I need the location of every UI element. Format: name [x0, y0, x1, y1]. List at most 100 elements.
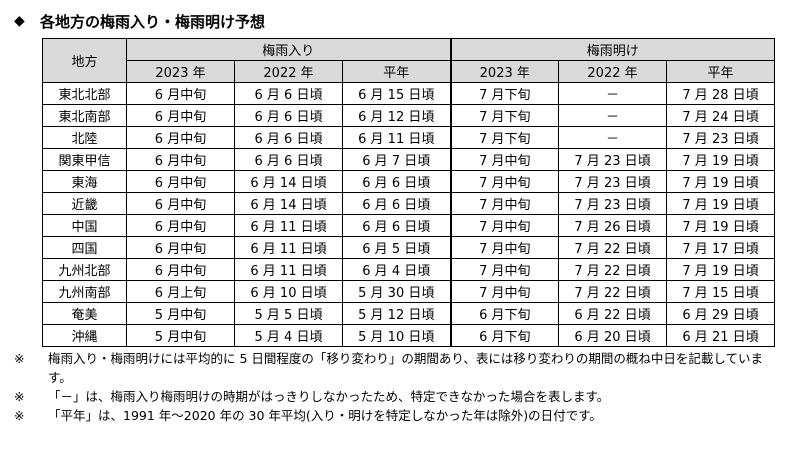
- date-cell: 5 月 12 日頃: [341, 302, 452, 325]
- sub-header: 2023 年: [126, 60, 235, 83]
- date-cell: 6 月 14 日頃: [234, 192, 343, 215]
- date-cell: 6 月 6 日頃: [234, 126, 343, 149]
- sub-header: 2022 年: [234, 60, 343, 83]
- region-cell: 東北南部: [42, 104, 127, 127]
- date-cell: 6 月 6 日頃: [341, 192, 452, 215]
- date-cell: 7 月 17 日頃: [666, 236, 776, 259]
- footnote-text: 梅雨入り・梅雨明けには平均的に 5 日間程度の「移り変わり」の期間あり、表には移…: [48, 351, 764, 385]
- footnote: ※ 「－」は、梅雨入り梅雨明けの時期がはっきりしなかったため、特定できなかった場…: [14, 387, 784, 406]
- footnote: ※ 「平年」は、1991 年～2020 年の 30 年平均(入り・明けを特定しな…: [14, 406, 784, 425]
- date-cell: 6 月 6 日頃: [234, 104, 343, 127]
- table-row: 中国 6 月中旬 6 月 11 日頃 6 月 6 日頃 7 月中旬 7 月 26 日頃 7 …: [42, 214, 776, 237]
- date-cell: 6 月 14 日頃: [234, 170, 343, 193]
- date-cell: 7 月中旬: [449, 148, 560, 171]
- table-row: 沖縄 5 月中旬 5 月 4 日頃 5 月 10 日頃 6 月下旬 6 月 20 日頃 6 …: [42, 324, 776, 347]
- date-cell: 7 月 19 日頃: [666, 192, 776, 215]
- date-cell: 6 月上旬: [126, 280, 235, 303]
- region-cell: 九州南部: [42, 280, 127, 303]
- table-row: 近畿 6 月中旬 6 月 14 日頃 6 月 6 日頃 7 月中旬 7 月 23 日頃 7 …: [42, 192, 776, 215]
- date-cell: －: [558, 104, 668, 127]
- date-cell: 6 月 6 日頃: [341, 214, 452, 237]
- date-cell: 6 月 11 日頃: [341, 126, 452, 149]
- date-cell: 7 月 23 日頃: [558, 170, 668, 193]
- date-cell: 5 月 10 日頃: [341, 324, 452, 347]
- sub-header: 平年: [666, 60, 776, 83]
- date-cell: 7 月 15 日頃: [666, 280, 776, 303]
- date-cell: 7 月 19 日頃: [666, 170, 776, 193]
- date-cell: 7 月中旬: [449, 236, 560, 259]
- date-cell: 6 月 22 日頃: [558, 302, 668, 325]
- date-cell: 7 月 23 日頃: [558, 192, 668, 215]
- table-row: 東海 6 月中旬 6 月 14 日頃 6 月 6 日頃 7 月中旬 7 月 23 日頃 7 …: [42, 170, 776, 193]
- date-cell: 7 月 26 日頃: [558, 214, 668, 237]
- date-cell: 6 月中旬: [126, 170, 235, 193]
- date-cell: 7 月 22 日頃: [558, 258, 668, 281]
- region-cell: 近畿: [42, 192, 127, 215]
- region-cell: 四国: [42, 236, 127, 259]
- date-cell: －: [558, 126, 668, 149]
- date-cell: 6 月 29 日頃: [666, 302, 776, 325]
- date-cell: 5 月中旬: [126, 324, 235, 347]
- footnote-mark: ※: [14, 351, 25, 366]
- date-cell: 5 月 30 日頃: [341, 280, 452, 303]
- date-cell: 7 月中旬: [449, 192, 560, 215]
- date-cell: 6 月中旬: [126, 258, 235, 281]
- date-cell: 6 月 15 日頃: [341, 82, 452, 105]
- date-cell: 7 月中旬: [449, 170, 560, 193]
- date-cell: 6 月中旬: [126, 82, 235, 105]
- date-cell: 6 月 6 日頃: [234, 148, 343, 171]
- region-cell: 東北北部: [42, 82, 127, 105]
- date-cell: 7 月下旬: [449, 126, 560, 149]
- date-cell: 7 月中旬: [449, 280, 560, 303]
- date-cell: 7 月 22 日頃: [558, 236, 668, 259]
- date-cell: 5 月 4 日頃: [234, 324, 343, 347]
- date-cell: 6 月 7 日頃: [341, 148, 452, 171]
- page-title-row: ◆ 各地方の梅雨入り・梅雨明け予想: [14, 10, 265, 32]
- date-cell: 6 月 12 日頃: [341, 104, 452, 127]
- region-cell: 奄美: [42, 302, 127, 325]
- table-row: 東北北部 6 月中旬 6 月 6 日頃 6 月 15 日頃 7 月下旬－ 7 月 28 日…: [42, 82, 776, 105]
- page-title: 各地方の梅雨入り・梅雨明け予想: [40, 12, 266, 31]
- date-cell: 7 月 23 日頃: [558, 148, 668, 171]
- sub-header: 平年: [341, 60, 452, 83]
- table-row: 奄美 5 月中旬 5 月 5 日頃 5 月 12 日頃 6 月下旬 6 月 22 日頃 6 …: [42, 302, 776, 325]
- date-cell: －: [558, 82, 668, 105]
- date-cell: 6 月中旬: [126, 126, 235, 149]
- region-header: 地方: [42, 38, 127, 83]
- date-cell: 6 月 11 日頃: [234, 258, 343, 281]
- date-cell: 6 月中旬: [126, 236, 235, 259]
- date-cell: 7 月中旬: [449, 258, 560, 281]
- region-cell: 北陸: [42, 126, 127, 149]
- date-cell: 6 月 11 日頃: [234, 236, 343, 259]
- region-cell: 東海: [42, 170, 127, 193]
- date-cell: 6 月中旬: [126, 104, 235, 127]
- group-header-onset: 梅雨入り: [125, 38, 452, 61]
- table-row: 九州北部 6 月中旬 6 月 11 日頃 6 月 4 日頃 7 月中旬 7 月 22 日頃…: [42, 258, 776, 281]
- date-cell: 6 月 20 日頃: [558, 324, 668, 347]
- date-cell: 7 月下旬: [449, 82, 560, 105]
- date-cell: 6 月 10 日頃: [234, 280, 343, 303]
- region-cell: 九州北部: [42, 258, 127, 281]
- footnotes: ※ 梅雨入り・梅雨明けには平均的に 5 日間程度の「移り変わり」の期間あり、表に…: [14, 349, 784, 425]
- footnote-mark: ※: [14, 389, 25, 404]
- date-cell: 7 月中旬: [449, 214, 560, 237]
- table-row: 四国 6 月中旬 6 月 11 日頃 6 月 5 日頃 7 月中旬 7 月 22 日頃 7 …: [42, 236, 776, 259]
- date-cell: 7 月 19 日頃: [666, 258, 776, 281]
- date-cell: 6 月 6 日頃: [234, 82, 343, 105]
- date-cell: 6 月 6 日頃: [341, 170, 452, 193]
- date-cell: 7 月下旬: [449, 104, 560, 127]
- date-cell: 7 月 28 日頃: [666, 82, 776, 105]
- footnote-text: 「－」は、梅雨入り梅雨明けの時期がはっきりしなかったため、特定できなかった場合を…: [48, 389, 610, 404]
- date-cell: 6 月 11 日頃: [234, 214, 343, 237]
- date-cell: 5 月中旬: [126, 302, 235, 325]
- date-cell: 7 月 23 日頃: [666, 126, 776, 149]
- date-cell: 7 月 22 日頃: [558, 280, 668, 303]
- date-cell: 6 月 4 日頃: [341, 258, 452, 281]
- table-row: 九州南部 6 月上旬 6 月 10 日頃 5 月 30 日頃 7 月中旬 7 月 22 日…: [42, 280, 776, 303]
- table-row: 東北南部 6 月中旬 6 月 6 日頃 6 月 12 日頃 7 月下旬－ 7 月 24 日…: [42, 104, 776, 127]
- region-cell: 関東甲信: [42, 148, 127, 171]
- sub-header: 2023 年: [449, 60, 560, 83]
- date-cell: 7 月 19 日頃: [666, 214, 776, 237]
- table-row: 北陸 6 月中旬 6 月 6 日頃 6 月 11 日頃 7 月下旬－ 7 月 23 日頃: [42, 126, 776, 149]
- date-cell: 7 月 19 日頃: [666, 148, 776, 171]
